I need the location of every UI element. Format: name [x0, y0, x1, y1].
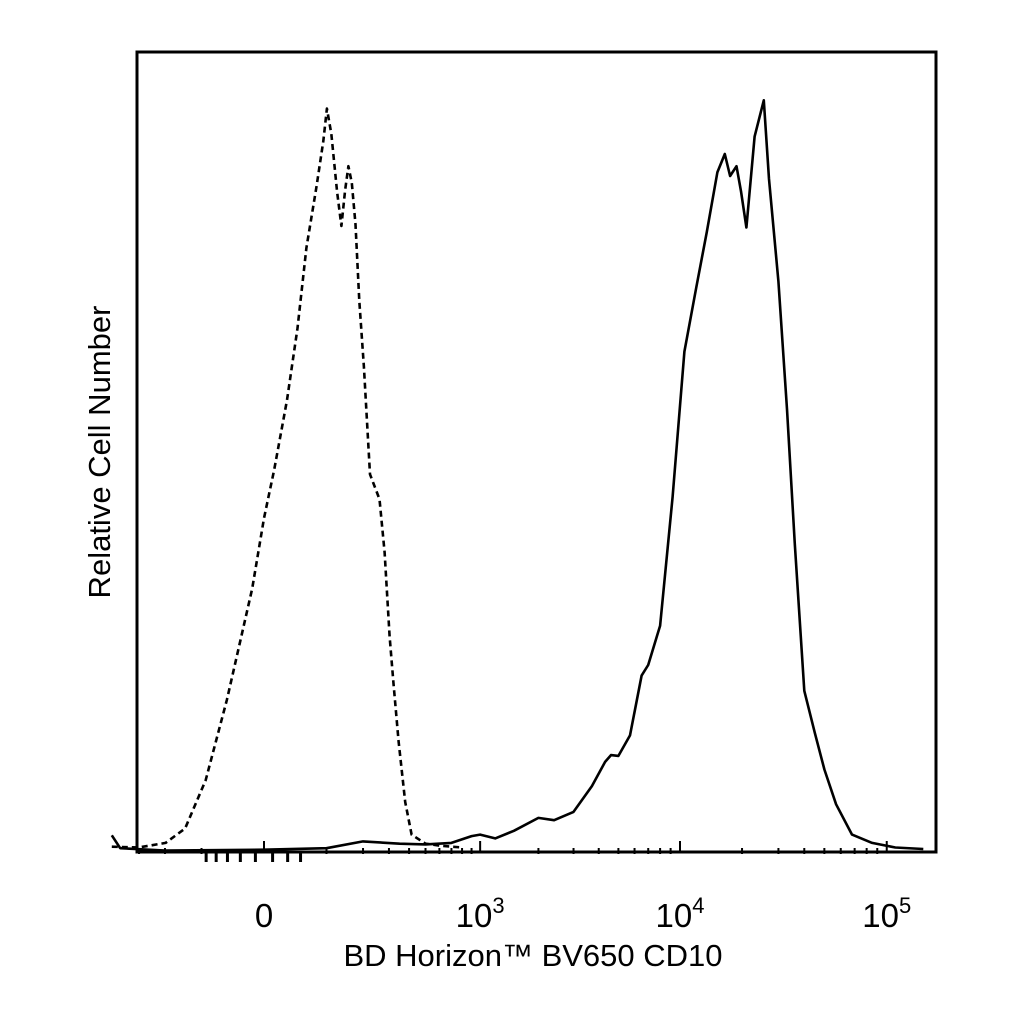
y-axis-title: Relative Cell Number [82, 306, 117, 599]
stained-histogram-line [110, 99, 924, 852]
x-tick-label: 104 [656, 893, 705, 934]
x-tick-label: 103 [456, 893, 505, 934]
x-axis-tick-labels: 0 103 104 105 [255, 893, 911, 934]
x-axis-title: BD Horizon™ BV650 CD10 [343, 938, 722, 973]
series-layer [110, 99, 924, 852]
control-histogram-line [111, 107, 463, 849]
x-axis-ticks [138, 841, 888, 862]
x-tick-label: 105 [862, 893, 911, 934]
plot-frame [135, 50, 938, 854]
x-tick-label: 0 [255, 897, 273, 934]
